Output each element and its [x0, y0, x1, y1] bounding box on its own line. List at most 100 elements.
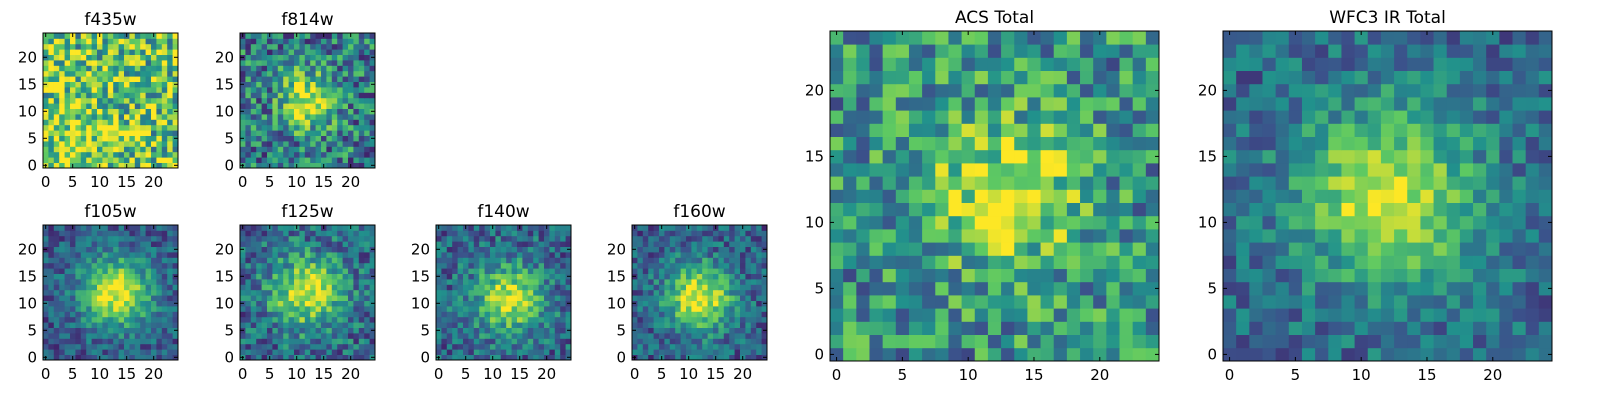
heatmap-cell — [1420, 189, 1434, 203]
heatmap-cell — [364, 141, 370, 147]
heatmap-cell — [256, 349, 262, 355]
heatmap-cell — [64, 33, 71, 39]
heatmap-cell — [1066, 215, 1081, 230]
heatmap-cell — [675, 289, 681, 296]
heatmap-cell — [713, 333, 719, 339]
heatmap-cell — [718, 225, 725, 231]
heatmap-cell — [740, 241, 746, 247]
heatmap-cell — [702, 295, 708, 301]
heatmap-cell — [299, 49, 306, 55]
heatmap-cell — [43, 289, 49, 296]
heatmap-cell — [304, 327, 311, 334]
heatmap-cell — [1499, 202, 1513, 217]
heatmap-cell — [1027, 163, 1041, 177]
heatmap-cell — [511, 333, 518, 339]
heatmap-cell — [172, 235, 179, 242]
heatmap-cell — [1499, 189, 1513, 203]
heatmap-cell — [358, 92, 365, 99]
heatmap-cell — [648, 284, 654, 291]
heatmap-cell — [140, 87, 146, 93]
heatmap-cell — [522, 349, 529, 355]
heatmap-cell — [140, 349, 146, 355]
heatmap-cell — [304, 235, 311, 242]
heatmap-cell — [267, 235, 273, 242]
heatmap-cell — [337, 119, 343, 126]
heatmap-cell — [358, 327, 365, 334]
heatmap-cell — [1132, 57, 1147, 71]
heatmap-cell — [761, 262, 768, 269]
heatmap-cell — [53, 92, 60, 99]
heatmap-cell — [1014, 347, 1028, 362]
heatmap-cell — [468, 333, 475, 339]
heatmap-cell — [80, 279, 87, 285]
heatmap-cell — [299, 135, 306, 142]
heatmap-cell — [86, 103, 92, 109]
heatmap-cell — [348, 130, 354, 136]
heatmap-cell — [124, 81, 130, 88]
heatmap-cell — [64, 284, 71, 291]
heatmap-cell — [299, 349, 306, 355]
heatmap-cell — [895, 163, 910, 177]
heatmap-cell — [1341, 308, 1355, 322]
heatmap-cell — [908, 44, 923, 58]
heatmap-cell — [1407, 281, 1421, 296]
heatmap-cell — [272, 135, 279, 142]
heatmap-cell — [250, 273, 257, 280]
heatmap-cell — [240, 289, 246, 296]
heatmap-cell — [740, 316, 746, 323]
heatmap-cell — [151, 76, 157, 82]
heatmap-cell — [1053, 123, 1068, 137]
heatmap-cell — [277, 54, 284, 61]
heatmap-cell — [1145, 83, 1160, 98]
heatmap-cell — [723, 306, 730, 312]
heatmap-cell — [53, 54, 60, 61]
heatmap-cell — [696, 279, 703, 285]
heatmap-cell — [250, 97, 257, 104]
heatmap-cell — [691, 322, 698, 328]
heatmap-cell — [729, 273, 735, 280]
heatmap-cell — [702, 311, 708, 318]
heatmap-cell — [1145, 110, 1160, 124]
heatmap-cell — [468, 241, 475, 247]
heatmap-cell — [172, 338, 179, 345]
heatmap-cell — [140, 252, 146, 258]
heatmap-cell — [696, 333, 703, 339]
heatmap-cell — [124, 60, 130, 66]
heatmap-cell — [348, 70, 354, 77]
heatmap-cell — [1538, 202, 1553, 217]
heatmap-cell — [353, 241, 360, 247]
heatmap-cell — [161, 108, 168, 115]
heatmap-cell — [1066, 281, 1081, 296]
heatmap-cell — [1433, 295, 1448, 309]
heatmap-cell — [686, 316, 692, 323]
heatmap-cell — [267, 316, 273, 323]
heatmap-cell — [321, 65, 327, 72]
heatmap-cell — [560, 246, 566, 253]
heatmap-cell — [134, 49, 141, 55]
heatmap-cell — [250, 289, 257, 296]
heatmap-cell — [1288, 281, 1303, 296]
heatmap-cell — [64, 119, 71, 126]
heatmap-cell — [277, 289, 284, 296]
heatmap-cell — [277, 327, 284, 334]
heatmap-cell — [702, 252, 708, 258]
heatmap-cell — [632, 241, 638, 247]
heatmap-cell — [446, 343, 453, 350]
heatmap-cell — [75, 157, 82, 163]
heatmap-cell — [48, 65, 55, 72]
heatmap-cell — [261, 246, 268, 253]
heatmap-cell — [484, 349, 491, 355]
heatmap-cell — [277, 124, 284, 131]
heatmap-cell — [353, 349, 360, 355]
heatmap-cell — [277, 151, 284, 158]
heatmap-cell — [648, 306, 654, 312]
heatmap-cell — [102, 235, 109, 242]
heatmap-cell — [129, 235, 136, 242]
heatmap-cell — [517, 252, 523, 258]
heatmap-cell — [348, 316, 354, 323]
heatmap-cell — [669, 327, 676, 334]
heatmap-cell — [261, 103, 268, 109]
heatmap-cell — [495, 295, 502, 301]
heatmap-cell — [948, 281, 962, 296]
heatmap-cell — [740, 327, 746, 334]
